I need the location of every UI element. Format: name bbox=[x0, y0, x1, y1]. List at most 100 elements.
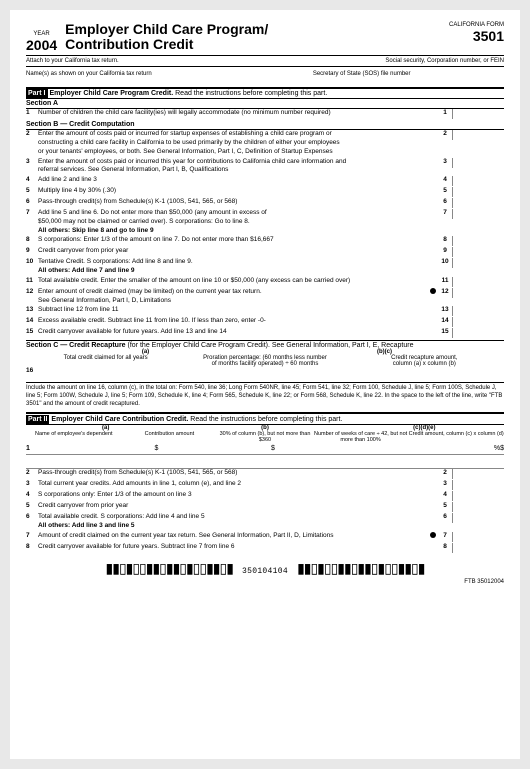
line-amt[interactable] bbox=[452, 469, 504, 479]
line-amt[interactable] bbox=[452, 288, 504, 298]
col-c-input[interactable]: $ bbox=[271, 445, 388, 452]
part2-title: Employer Child Care Contribution Credit. bbox=[51, 416, 188, 423]
line-amt[interactable] bbox=[452, 236, 504, 246]
col-de-input[interactable]: %$ bbox=[388, 445, 505, 452]
section-c-label: Section C — Credit Recapture bbox=[26, 342, 126, 349]
t: $50,000 may not be claimed or carried ov… bbox=[38, 218, 438, 227]
line-amt[interactable] bbox=[452, 109, 504, 119]
line-amt[interactable] bbox=[452, 491, 504, 501]
barcode-icon bbox=[297, 561, 424, 577]
line-amt[interactable] bbox=[452, 328, 504, 338]
line-no: 7 bbox=[26, 532, 38, 541]
blank-row[interactable] bbox=[26, 455, 504, 469]
line-box: 12 bbox=[438, 288, 452, 297]
part1-title: Employer Child Care Program Credit. bbox=[49, 90, 173, 97]
line-amt[interactable] bbox=[452, 317, 504, 327]
line-amt[interactable] bbox=[452, 543, 504, 553]
line-no: 15 bbox=[26, 328, 38, 337]
line-amt[interactable] bbox=[452, 187, 504, 197]
line-amt[interactable] bbox=[452, 176, 504, 186]
line-box: 14 bbox=[438, 317, 452, 326]
t: All others: Add line 7 and line 9 bbox=[38, 267, 135, 274]
t: referral services. See General Informati… bbox=[38, 166, 438, 175]
p2-line-8: 8 Credit carryover available for future … bbox=[26, 542, 504, 553]
barcode-number: 350104104 bbox=[242, 567, 288, 576]
line-amt[interactable] bbox=[452, 513, 504, 523]
p2-line-3: 3 Total current year credits. Add amount… bbox=[26, 480, 504, 491]
line-text: Number of children the child care facili… bbox=[38, 109, 438, 118]
line-no: 5 bbox=[26, 187, 38, 196]
line-text: Total available credit. S corporations: … bbox=[38, 513, 438, 531]
line-4: 4 Add line 2 and line 3 4 bbox=[26, 176, 504, 187]
t: Tentative Credit. S corporations: Add li… bbox=[38, 258, 438, 267]
line-text: Enter the amount of costs paid or incurr… bbox=[38, 158, 438, 176]
line-no: 8 bbox=[26, 543, 38, 552]
p2-line-5: 5 Credit carryover from prior year 5 bbox=[26, 502, 504, 513]
line-3: 3 Enter the amount of costs paid or incu… bbox=[26, 157, 504, 176]
line-text: Credit carryover from prior year bbox=[38, 247, 438, 256]
line-text: Amount of credit claimed on the current … bbox=[38, 532, 430, 541]
line-box: 11 bbox=[438, 277, 452, 286]
line-box: 3 bbox=[438, 158, 452, 167]
line-amt[interactable] bbox=[452, 209, 504, 219]
line-amt[interactable] bbox=[452, 502, 504, 512]
line-text: Enter amount of credit claimed (may be l… bbox=[38, 288, 430, 306]
line-no: 16 bbox=[26, 367, 38, 376]
line-amt[interactable] bbox=[452, 198, 504, 208]
t: Enter the amount of costs paid or incurr… bbox=[38, 158, 438, 167]
line-box: 8 bbox=[438, 236, 452, 245]
line-2: 2 Enter the amount of costs paid or incu… bbox=[26, 130, 504, 157]
t: See General Information, Part I, D, Limi… bbox=[38, 297, 430, 306]
line-amt[interactable] bbox=[452, 480, 504, 490]
section-c-row: Section C — Credit Recapture (for the Em… bbox=[26, 342, 504, 349]
line-no: 7 bbox=[26, 209, 38, 218]
line-amt[interactable] bbox=[452, 158, 504, 168]
line-amt[interactable] bbox=[452, 247, 504, 257]
attach-left: Attach to your California tax return. bbox=[26, 58, 119, 64]
title-line1: Employer Child Care Program/ bbox=[65, 22, 268, 37]
form-number: 3501 bbox=[449, 28, 504, 44]
line-amt[interactable] bbox=[452, 258, 504, 268]
line-7: 7 Add line 5 and line 6. Do not enter mo… bbox=[26, 209, 504, 236]
line-box: 1 bbox=[438, 109, 452, 118]
col-b-input[interactable]: $ bbox=[155, 445, 272, 452]
title-line2: Contribution Credit bbox=[65, 37, 268, 52]
section-b: Section B — Credit Computation bbox=[26, 120, 504, 130]
line-text: Pass-through credit(s) from Schedule(s) … bbox=[38, 469, 438, 478]
line-16: 16 bbox=[26, 367, 504, 383]
line-no: 6 bbox=[26, 513, 38, 522]
line-box: 13 bbox=[438, 306, 452, 315]
line-no: 1 bbox=[26, 109, 38, 118]
part1-label: Part I bbox=[26, 89, 48, 98]
year-box: YEAR 2004 bbox=[26, 31, 57, 53]
p2-line-7: 7 Amount of credit claimed on the curren… bbox=[26, 531, 504, 542]
line-amt[interactable] bbox=[452, 306, 504, 316]
section-c-desc: (for the Employer Child Care Program Cre… bbox=[128, 342, 414, 349]
col-a-input[interactable] bbox=[38, 445, 155, 452]
line-no: 3 bbox=[26, 158, 38, 167]
t: Total available credit. S corporations: … bbox=[38, 513, 438, 522]
c: Name of employee's dependent bbox=[26, 431, 122, 443]
line-amt[interactable] bbox=[452, 277, 504, 287]
line-text: Total current year credits. Add amounts … bbox=[38, 480, 438, 489]
line-no: 5 bbox=[26, 502, 38, 511]
line-no: 13 bbox=[26, 306, 38, 315]
line-text: Credit carryover available for future ye… bbox=[38, 328, 438, 337]
cols-c-desc: Total credit claimed for all years Prora… bbox=[26, 355, 504, 367]
line-amt[interactable] bbox=[452, 532, 504, 542]
line-box: 4 bbox=[438, 176, 452, 185]
line-15: 15 Credit carryover available for future… bbox=[26, 328, 504, 339]
line-box: 5 bbox=[438, 187, 452, 196]
barcode-row: 350104104 bbox=[26, 561, 504, 577]
line-box: 15 bbox=[438, 328, 452, 337]
line-no: 8 bbox=[26, 236, 38, 245]
line-1: 1 Number of children the child care faci… bbox=[26, 109, 504, 120]
line-text: Credit carryover from prior year bbox=[38, 502, 438, 511]
line-text: Total available credit. Enter the smalle… bbox=[38, 277, 438, 286]
line-box: 2 bbox=[438, 469, 452, 478]
line-amt[interactable] bbox=[452, 130, 504, 140]
col-c-text: Credit recapture amount,column (a) x col… bbox=[345, 355, 504, 367]
footer-right: FTB 35012004 bbox=[464, 579, 504, 585]
line-text: Add line 5 and line 6. Do not enter more… bbox=[38, 209, 438, 235]
line-6: 6 Pass-through credit(s) from Schedule(s… bbox=[26, 198, 504, 209]
